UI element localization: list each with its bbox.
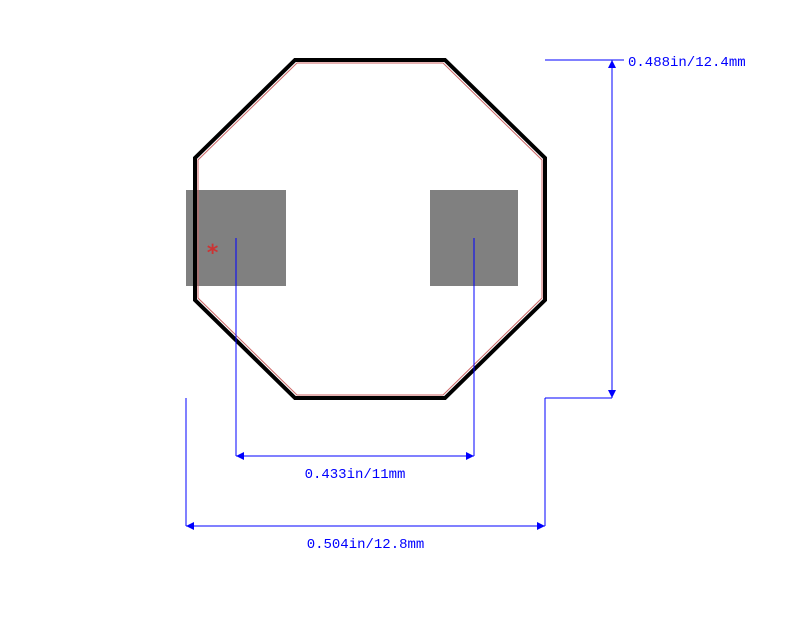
dim-pad-pitch-label: 0.433in/11mm xyxy=(305,467,406,483)
technical-drawing: * 0.433in/11mm 0.504in/12.8mm 0.488in/12.4m… xyxy=(0,0,800,618)
dim-overall-width-label: 0.504in/12.8mm xyxy=(307,537,425,553)
arrowhead xyxy=(537,522,545,530)
pin1-marker: * xyxy=(206,241,219,266)
dim-overall-height-label: 0.488in/12.4mm xyxy=(628,55,746,71)
arrowhead xyxy=(608,60,616,68)
arrowhead xyxy=(236,452,244,460)
arrowhead xyxy=(186,522,194,530)
arrowhead xyxy=(466,452,474,460)
arrowhead xyxy=(608,390,616,398)
